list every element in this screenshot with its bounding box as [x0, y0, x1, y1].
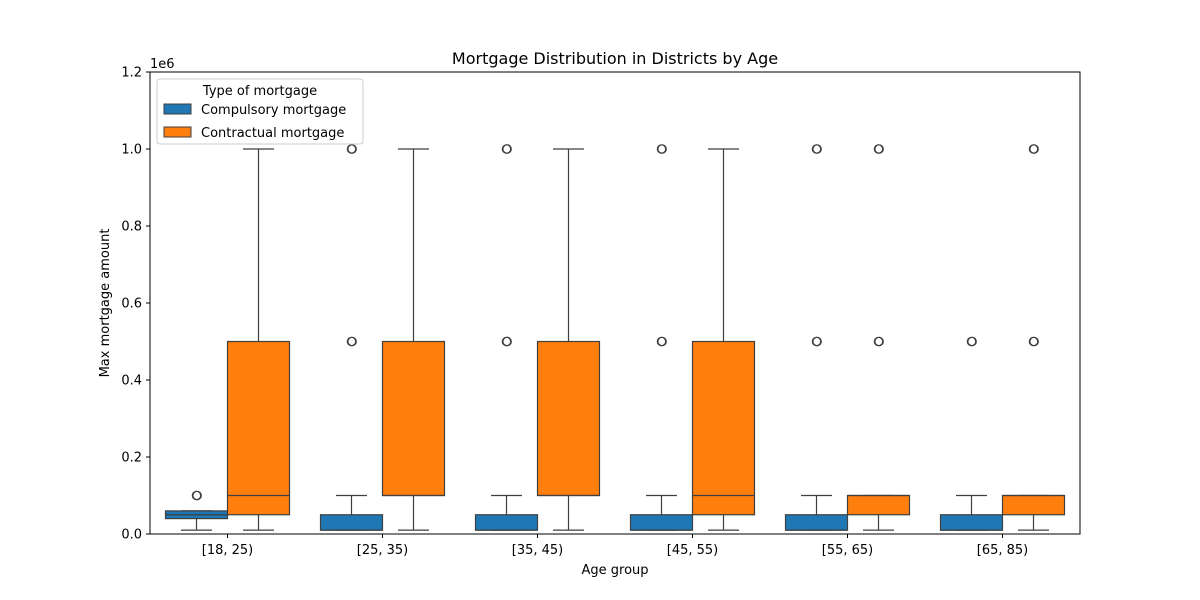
box-contractual-mortgage-4 — [846, 144, 911, 531]
y-tick-label: 0.8 — [121, 220, 142, 235]
outlier-point — [192, 490, 202, 501]
box-compulsory-mortgage-2 — [474, 144, 539, 531]
x-tick-label: [25, 35) — [357, 543, 409, 558]
box-compulsory-mortgage-1 — [319, 144, 384, 531]
box-body — [319, 514, 384, 531]
outlier-point — [967, 336, 977, 347]
legend-frame — [156, 78, 364, 145]
x-axis: [18, 25) [25, 35) [35, 45) [45, 55) [55, 65)… — [202, 534, 1029, 558]
x-tick-label: [45, 55) — [667, 543, 719, 558]
box-contractual-mortgage-3 — [691, 148, 756, 531]
box-body — [381, 340, 446, 497]
box-compulsory-mortgage-0 — [164, 490, 229, 531]
box-body — [1001, 494, 1066, 516]
outlier-point — [874, 336, 884, 347]
outlier-point — [502, 144, 512, 154]
x-axis-label: Age group — [581, 563, 648, 578]
box-compulsory-mortgage-3 — [629, 144, 694, 531]
outlier-point — [502, 336, 512, 347]
y-tick-label: 0.0 — [121, 528, 142, 543]
legend-label-contractual-mortgage: Contractual mortgage — [201, 126, 344, 141]
box-body — [939, 514, 1004, 531]
x-tick-label: [35, 45) — [512, 543, 564, 558]
legend-title: Type of mortgage — [202, 84, 317, 99]
outlier-point — [347, 336, 357, 347]
box-contractual-mortgage-5 — [1001, 144, 1066, 531]
box-contractual-mortgage-2 — [536, 148, 601, 531]
y-tick-label: 0.2 — [121, 451, 142, 466]
x-tick-label: [65, 85) — [977, 543, 1029, 558]
box-contractual-mortgage-1 — [381, 148, 446, 531]
outlier-point — [812, 336, 822, 347]
y-tick-label: 0.4 — [121, 374, 142, 389]
x-tick-label: [18, 25) — [202, 543, 254, 558]
outlier-point — [1029, 336, 1039, 347]
y-axis: 0.0 0.2 0.4 0.6 0.8 1.0 1.2 — [121, 66, 150, 543]
legend-swatch-contractual-mortgage — [163, 126, 192, 138]
outlier-point — [657, 144, 667, 154]
box-contractual-mortgage-0 — [226, 148, 291, 531]
box-body — [629, 514, 694, 531]
chart-title: Mortgage Distribution in Districts by Ag… — [452, 49, 778, 68]
box-compulsory-mortgage-4 — [784, 144, 849, 531]
boxes-layer — [164, 144, 1066, 531]
box-body — [691, 340, 756, 516]
box-compulsory-mortgage-5 — [939, 336, 1004, 531]
outlier-point — [347, 144, 357, 154]
box-body — [474, 514, 539, 531]
y-tick-label: 1.2 — [121, 66, 142, 81]
legend: Type of mortgage Compulsory mortgage Con… — [156, 78, 364, 145]
legend-swatch-compulsory-mortgage — [163, 103, 192, 115]
outlier-point — [812, 144, 822, 154]
legend-label-compulsory-mortgage: Compulsory mortgage — [201, 103, 346, 118]
y-axis-label: Max mortgage amount — [98, 229, 113, 378]
box-body — [784, 514, 849, 531]
box-body — [536, 340, 601, 497]
x-tick-label: [55, 65) — [822, 543, 874, 558]
y-tick-label: 0.6 — [121, 297, 142, 312]
box-body — [226, 340, 291, 516]
box-body — [846, 494, 911, 516]
y-tick-label: 1.0 — [121, 143, 142, 158]
outlier-point — [657, 336, 667, 347]
y-axis-offset-label: 1e6 — [150, 57, 175, 72]
outlier-point — [1029, 144, 1039, 154]
outlier-point — [874, 144, 884, 154]
